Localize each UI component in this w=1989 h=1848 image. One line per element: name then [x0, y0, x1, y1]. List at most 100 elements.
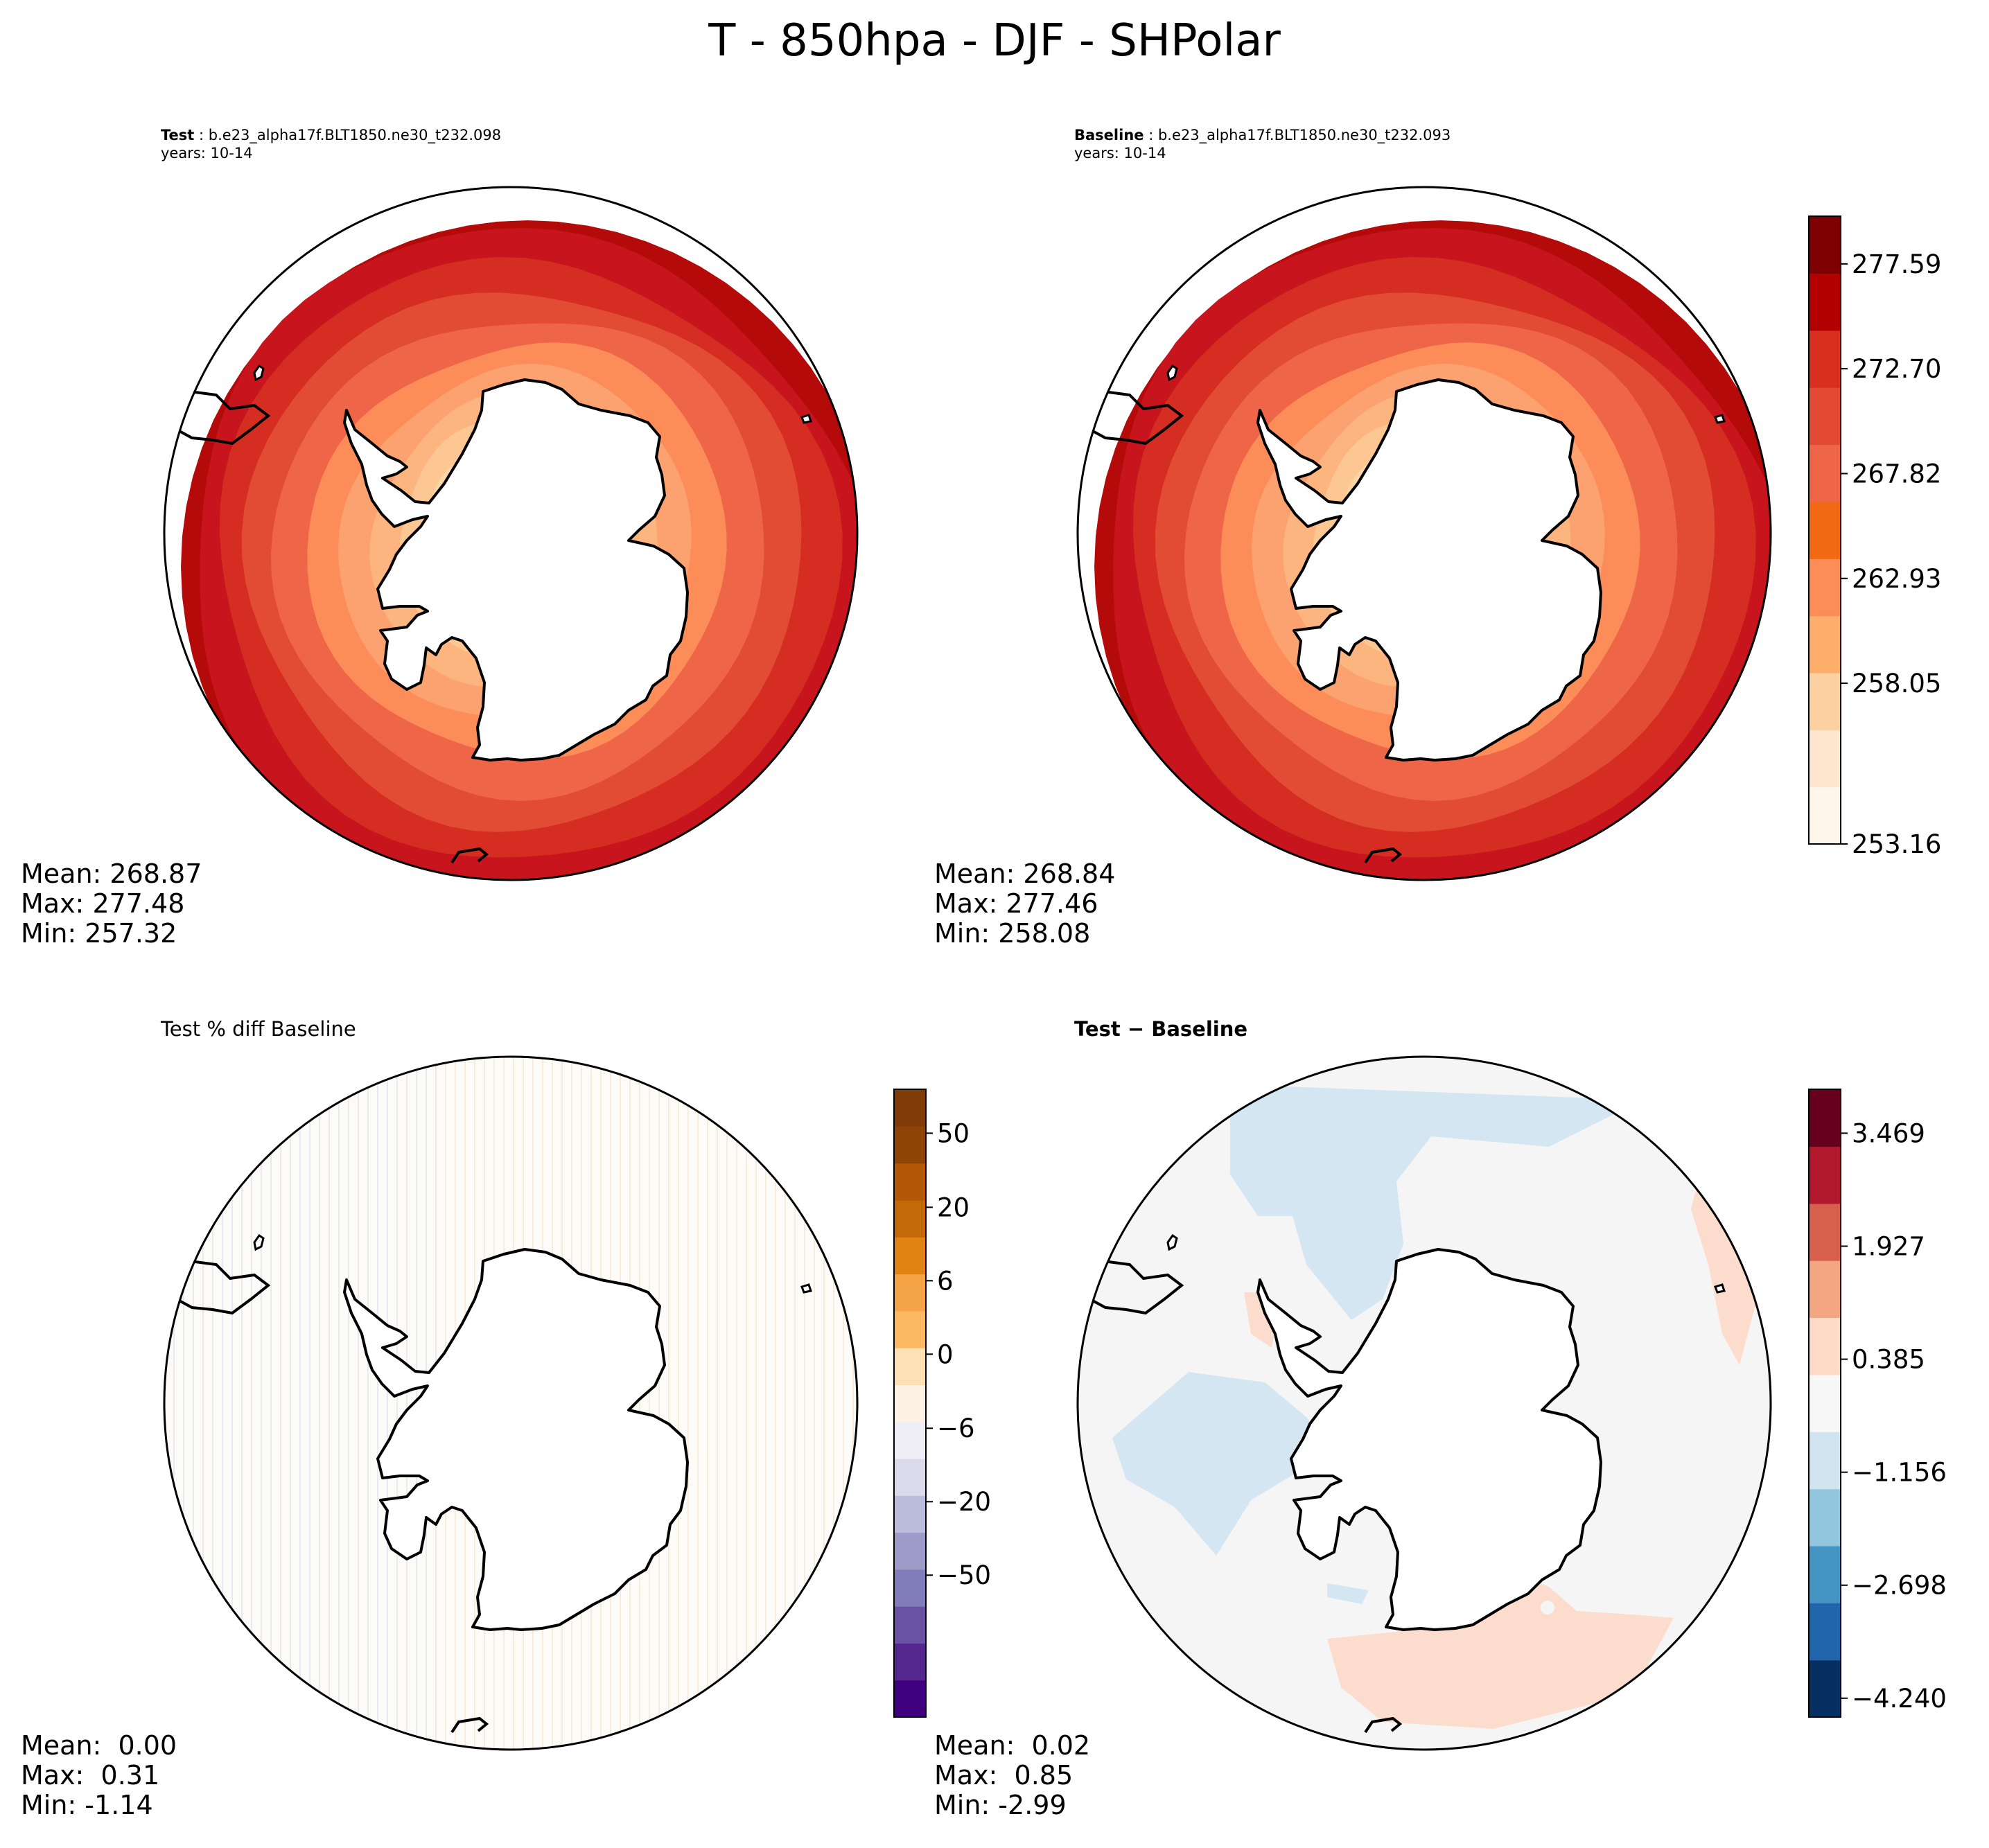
colorbar-swatch: [1809, 558, 1841, 617]
warm-anomaly-region: [164, 284, 247, 367]
test-years: years: 10-14: [161, 145, 253, 161]
colorbar-tick-label: 277.59: [1852, 249, 1941, 279]
colorbar-tick-label: 262.93: [1852, 564, 1941, 594]
new-zealand-coastline: [450, 1716, 489, 1734]
positive-diff-region: [1691, 1181, 1757, 1365]
colorbar-swatch: [1809, 1203, 1841, 1261]
colorbar-swatch: [894, 1199, 926, 1238]
map-field: [164, 1057, 857, 1750]
baseline-label: Baseline: [1074, 127, 1144, 143]
island-outline: [1166, 1233, 1178, 1251]
colorbar-tick-label: −4.240: [1852, 1684, 1947, 1714]
colorbar-swatch: [894, 1384, 926, 1423]
colorbar-swatch: [894, 1348, 926, 1385]
colorbar-tick-label: 3.469: [1852, 1118, 1925, 1148]
colorbar-swatch: [894, 1680, 926, 1718]
test-min: Min: 257.32: [21, 918, 177, 949]
warm-anomaly-region: [1078, 284, 1161, 367]
map-field: [1078, 220, 1771, 880]
colorbar-swatch: [1809, 1260, 1841, 1319]
colorbar-swatch: [1809, 387, 1841, 446]
test-map: [163, 186, 859, 881]
test-label: Test: [161, 127, 195, 143]
colorbar-swatch: [894, 1310, 926, 1348]
negative-diff-region: [1327, 1583, 1369, 1604]
colorbar-swatch: [1809, 216, 1841, 274]
colorbar-swatch: [894, 1458, 926, 1496]
colorbar-swatch: [894, 1569, 926, 1607]
colorbar-swatch: [1809, 786, 1841, 845]
antarctica-coastline: [1256, 378, 1602, 762]
pctdiff-min: Min: -1.14: [21, 1790, 153, 1820]
island-outline: [800, 1283, 812, 1294]
baseline-stats: Mean: 268.84 Max: 277.46 Min: 258.08: [934, 859, 1115, 949]
colorbar-swatch: [1809, 1146, 1841, 1204]
colorbar-swatch: [894, 1274, 926, 1312]
baseline-mean: Mean: 268.84: [934, 859, 1116, 889]
colorbar-swatch: [1809, 1660, 1841, 1718]
colorbar-tick-label: −50: [937, 1560, 991, 1590]
south-america-coastline: [1089, 390, 1184, 446]
island-outline: [1714, 414, 1726, 424]
diff-map: [1076, 1055, 1772, 1751]
new-zealand-coastline: [450, 847, 489, 864]
colorbar-swatch: [1809, 730, 1841, 788]
colorbar-swatch: [1809, 1089, 1841, 1147]
test-separator: :: [194, 127, 209, 143]
island-outline: [1714, 1283, 1726, 1294]
colorbar-tick-label: 6: [937, 1266, 954, 1296]
test-max: Max: 277.48: [21, 888, 185, 919]
colorbar-frame: [1808, 215, 1841, 845]
south-america-coastline: [176, 390, 271, 446]
diff-max: Max: 0.85: [934, 1760, 1074, 1790]
test-case-name: b.e23_alpha17f.BLT1850.ne30_t232.098: [208, 127, 502, 143]
colorbar-swatch: [894, 1606, 926, 1644]
colorbars: 277.59 272.70 267.82 262.93 258.05 253.16 50 20…: [893, 215, 1947, 1718]
colorbar-swatch: [1809, 330, 1841, 388]
colorbar-swatch: [1809, 273, 1841, 331]
baseline-min: Min: 258.08: [934, 918, 1091, 949]
colorbar-tick-label: 267.82: [1852, 459, 1941, 489]
map-boundary: [1076, 1055, 1772, 1751]
pctdiff-stats: Mean: 0.00 Max: 0.31 Min: -1.14: [21, 1731, 177, 1820]
colorbar-tick-label: 272.70: [1852, 354, 1941, 384]
colorbar-swatch: [1809, 1545, 1841, 1603]
map-field: [1078, 1057, 1771, 1750]
baseline-map: [1076, 186, 1772, 881]
colorbar-swatch: [894, 1089, 926, 1127]
island-outline: [1166, 364, 1178, 382]
map-boundary: [163, 186, 859, 881]
colorbar-tick-label: 0: [937, 1339, 954, 1369]
map-boundary: [163, 1055, 859, 1751]
antarctica-coastline: [343, 1248, 689, 1631]
baseline-header: Baseline : b.e23_alpha17f.BLT1850.ne30_t…: [1074, 126, 1451, 162]
baseline-years: years: 10-14: [1074, 145, 1166, 161]
colorbar-tick-label: 0.385: [1852, 1345, 1925, 1375]
diff-stats: Mean: 0.02 Max: 0.85 Min: -2.99: [934, 1731, 1090, 1820]
test-mean: Mean: 268.87: [21, 859, 202, 889]
colorbar-swatch: [894, 1421, 926, 1459]
diff-mean: Mean: 0.02: [934, 1730, 1091, 1761]
colorbar-tick-label: −6: [937, 1414, 975, 1443]
colorbar-swatch: [894, 1643, 926, 1681]
colorbar-swatch: [894, 1237, 926, 1275]
island-outline: [253, 1233, 265, 1251]
colorbar-swatch: [1809, 1432, 1841, 1490]
new-zealand-coastline: [1364, 847, 1403, 864]
negative-diff-region: [1112, 1372, 1341, 1556]
colorbar-swatch: [1809, 1488, 1841, 1547]
antarctica-coastline: [1256, 1248, 1602, 1631]
baseline-max: Max: 277.46: [934, 888, 1098, 919]
antarctica-coastline: [343, 378, 689, 762]
colorbar-tick-label: 20: [937, 1193, 970, 1222]
colorbar-swatch: [894, 1126, 926, 1164]
test-stats: Mean: 268.87 Max: 277.48 Min: 257.32: [21, 859, 202, 949]
colorbar-tick-label: −1.156: [1852, 1458, 1947, 1488]
new-zealand-coastline: [1364, 1716, 1403, 1734]
colorbar-swatch: [1809, 1603, 1841, 1661]
map-field: [164, 220, 857, 880]
island-outline: [800, 414, 812, 424]
pctdiff-max: Max: 0.31: [21, 1760, 160, 1790]
negative-diff-region: [1230, 1084, 1618, 1320]
